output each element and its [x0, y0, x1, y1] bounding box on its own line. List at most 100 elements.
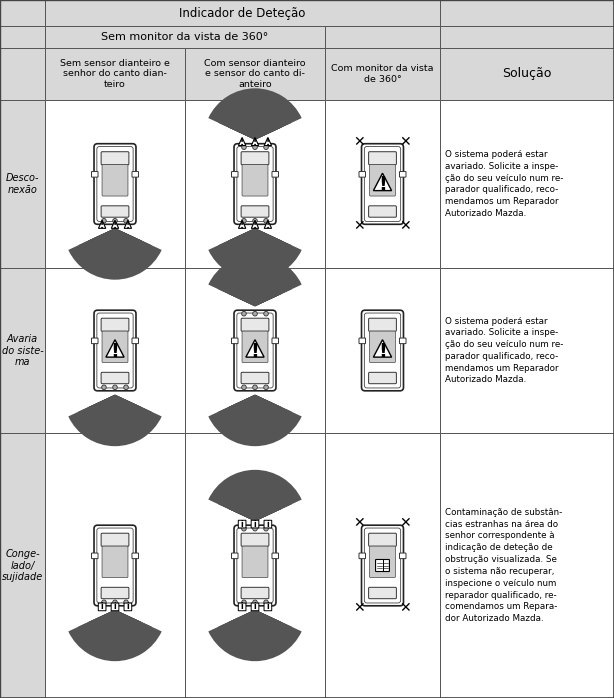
FancyBboxPatch shape — [359, 172, 365, 177]
FancyBboxPatch shape — [94, 525, 136, 606]
FancyBboxPatch shape — [91, 172, 98, 177]
Wedge shape — [228, 394, 282, 424]
Circle shape — [253, 145, 257, 149]
FancyBboxPatch shape — [368, 533, 397, 547]
FancyBboxPatch shape — [400, 553, 406, 558]
Text: i: i — [241, 519, 244, 528]
Bar — [185, 48, 325, 100]
Circle shape — [102, 218, 106, 223]
FancyBboxPatch shape — [242, 546, 268, 577]
Circle shape — [253, 311, 257, 316]
Text: ✕: ✕ — [400, 517, 411, 530]
Bar — [45, 48, 185, 100]
Text: ✕: ✕ — [400, 219, 411, 233]
FancyBboxPatch shape — [101, 318, 129, 332]
Polygon shape — [238, 138, 246, 146]
Text: !: ! — [266, 138, 270, 147]
Wedge shape — [79, 228, 152, 269]
Text: Indicador de Deteção: Indicador de Deteção — [179, 6, 306, 20]
Wedge shape — [79, 609, 152, 650]
Circle shape — [242, 385, 246, 389]
Text: Com sensor dianteiro
e sensor do canto di-
anteiro: Com sensor dianteiro e sensor do canto d… — [204, 59, 306, 89]
FancyBboxPatch shape — [101, 533, 129, 547]
Text: ✕: ✕ — [354, 135, 365, 149]
Text: Sem sensor dianteiro e
senhor do canto dian-
teiro: Sem sensor dianteiro e senhor do canto d… — [60, 59, 170, 89]
FancyBboxPatch shape — [101, 151, 129, 165]
FancyBboxPatch shape — [238, 603, 246, 611]
Circle shape — [102, 385, 106, 389]
Bar — [0, 433, 45, 698]
Circle shape — [113, 218, 117, 223]
FancyBboxPatch shape — [234, 144, 276, 224]
Text: Avaria
do siste-
ma: Avaria do siste- ma — [2, 334, 44, 367]
FancyBboxPatch shape — [368, 151, 397, 165]
FancyBboxPatch shape — [231, 553, 238, 558]
Wedge shape — [208, 470, 301, 521]
Bar — [0, 48, 45, 100]
Text: ✕: ✕ — [400, 135, 411, 149]
FancyBboxPatch shape — [124, 603, 132, 611]
Bar — [45, 0, 440, 26]
FancyBboxPatch shape — [102, 331, 128, 362]
Polygon shape — [251, 138, 258, 146]
FancyBboxPatch shape — [94, 310, 136, 391]
FancyBboxPatch shape — [91, 338, 98, 343]
Text: i: i — [254, 602, 257, 611]
FancyBboxPatch shape — [101, 372, 129, 384]
Text: O sistema poderá estar
avariado. Solicite a inspe-
ção do seu veículo num re-
pa: O sistema poderá estar avariado. Solicit… — [445, 316, 564, 385]
Text: !: ! — [100, 221, 104, 230]
Bar — [440, 26, 614, 48]
Bar — [325, 48, 440, 100]
Bar — [440, 48, 614, 100]
Wedge shape — [68, 228, 161, 280]
Circle shape — [242, 145, 246, 149]
Bar — [45, 433, 185, 698]
Circle shape — [264, 145, 268, 149]
Polygon shape — [264, 221, 271, 228]
Circle shape — [253, 385, 257, 389]
Text: !: ! — [253, 221, 257, 230]
Text: Contaminação de substân-
cias estranhas na área do
senhor correspondente à
indic: Contaminação de substân- cias estranhas … — [445, 508, 562, 623]
Bar — [185, 433, 325, 698]
Circle shape — [124, 385, 128, 389]
Circle shape — [264, 526, 268, 531]
Bar — [325, 268, 440, 433]
FancyBboxPatch shape — [359, 338, 365, 343]
Polygon shape — [251, 221, 258, 228]
Circle shape — [264, 218, 268, 223]
Wedge shape — [228, 492, 282, 521]
FancyBboxPatch shape — [272, 553, 279, 558]
Text: ✕: ✕ — [354, 517, 365, 530]
Text: Com monitor da vista
de 360°: Com monitor da vista de 360° — [331, 64, 433, 84]
Text: !: ! — [111, 342, 120, 361]
Polygon shape — [246, 340, 264, 357]
Polygon shape — [106, 340, 124, 357]
FancyBboxPatch shape — [376, 560, 389, 572]
Text: !: ! — [378, 175, 387, 194]
Text: i: i — [101, 602, 104, 611]
FancyBboxPatch shape — [132, 338, 139, 343]
Polygon shape — [111, 221, 119, 228]
Polygon shape — [264, 138, 271, 146]
Wedge shape — [228, 110, 282, 140]
FancyBboxPatch shape — [370, 546, 395, 577]
Text: i: i — [254, 519, 257, 528]
FancyBboxPatch shape — [264, 603, 272, 611]
Text: !: ! — [251, 342, 260, 361]
Bar — [0, 0, 45, 26]
Text: Solução: Solução — [502, 68, 552, 80]
Bar — [0, 26, 45, 48]
Bar — [185, 100, 325, 268]
Text: Desco-
nexão: Desco- nexão — [6, 173, 39, 195]
FancyBboxPatch shape — [231, 172, 238, 177]
FancyBboxPatch shape — [368, 372, 397, 384]
Text: i: i — [114, 602, 117, 611]
Circle shape — [264, 600, 268, 604]
FancyBboxPatch shape — [251, 603, 259, 611]
Bar — [440, 433, 614, 698]
Text: i: i — [241, 602, 244, 611]
Text: !: ! — [113, 221, 117, 230]
FancyBboxPatch shape — [370, 165, 395, 196]
Circle shape — [264, 385, 268, 389]
Wedge shape — [68, 609, 161, 661]
